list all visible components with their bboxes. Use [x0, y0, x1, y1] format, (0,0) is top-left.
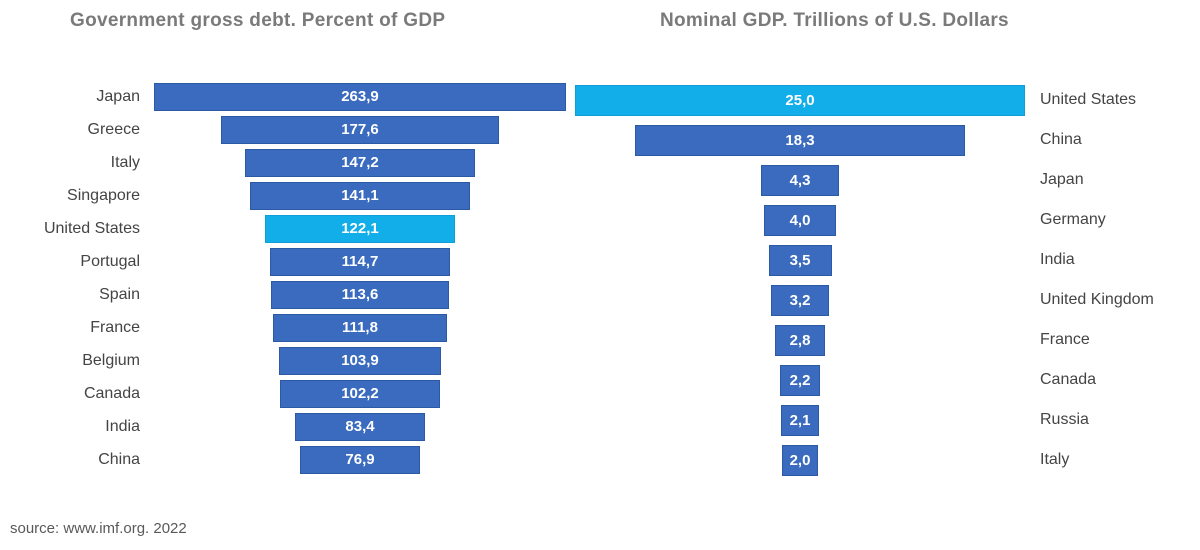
chart-row: United States 122,1	[0, 212, 570, 245]
bar: 147,2	[245, 148, 475, 177]
bar: 2,2	[780, 364, 820, 396]
bar-value-label: 2,2	[789, 371, 811, 389]
chart-row: India 83,4	[0, 410, 570, 443]
bar-value-label: 122,1	[341, 220, 379, 237]
bar: 114,7	[270, 247, 450, 276]
country-label: Canada	[83, 384, 140, 402]
chart-row: Spain 113,6	[0, 278, 570, 311]
bar-value-label: 4,0	[789, 211, 811, 229]
bar: 76,9	[299, 445, 421, 474]
country-label: India	[105, 417, 140, 435]
bar-value-label: 114,7	[341, 253, 379, 270]
bar-value-label: 141,1	[341, 187, 379, 204]
bar: 3,5	[768, 244, 832, 276]
country-label: United Kingdom	[1040, 291, 1154, 308]
bar-value-label: 113,6	[341, 286, 379, 303]
bar-value-label: 102,2	[341, 385, 379, 402]
bar: 141,1	[249, 181, 471, 210]
country-label: Spain	[99, 285, 140, 303]
bar-value-label: 2,8	[789, 331, 811, 349]
chart-row: Singapore 141,1	[0, 179, 570, 212]
chart-row: Japan 263,9	[0, 80, 570, 113]
chart-row: 4,3 Japan	[575, 160, 1200, 200]
chart-row: 18,3 China	[575, 120, 1200, 160]
bar: 102,2	[280, 379, 440, 408]
chart-row: China 76,9	[0, 443, 570, 476]
country-label: Japan	[96, 87, 140, 105]
bar-value-label: 2,0	[789, 451, 811, 469]
bar: 113,6	[271, 280, 449, 309]
bar: 83,4	[294, 412, 426, 441]
chart-row: 2,8 France	[575, 320, 1200, 360]
bar-value-label: 103,9	[341, 352, 379, 369]
chart-row: 3,2 United Kingdom	[575, 280, 1200, 320]
country-label: Germany	[1040, 211, 1106, 228]
country-label: Russia	[1040, 411, 1089, 428]
chart-row: 2,2 Canada	[575, 360, 1200, 400]
chart-row: 3,5 India	[575, 240, 1200, 280]
bar: 4,3	[761, 164, 839, 196]
chart-row: 25,0 United States	[575, 80, 1200, 120]
chart-title-gdp: Nominal GDP. Trillions of U.S. Dollars	[660, 10, 1009, 31]
country-label: Portugal	[80, 252, 140, 270]
country-label: Singapore	[67, 186, 140, 204]
country-label: France	[90, 318, 140, 336]
chart-title-debt: Government gross debt. Percent of GDP	[70, 10, 446, 31]
bar-value-label: 4,3	[789, 171, 811, 189]
bar: 2,1	[781, 404, 819, 436]
chart-gdp: 25,0 United States 18,3 China 4,3 Japan …	[575, 80, 1200, 480]
bar: 111,8	[272, 313, 448, 342]
bar-value-label: 83,4	[345, 418, 375, 435]
country-label: Greece	[87, 120, 140, 138]
bar: 103,9	[278, 346, 442, 375]
chart-row: Canada 102,2	[0, 377, 570, 410]
country-label: India	[1040, 251, 1075, 268]
chart-debt: Japan 263,9 Greece 177,6 Italy 147,2 Sin…	[0, 80, 570, 476]
chart-row: 4,0 Germany	[575, 200, 1200, 240]
bar: 18,3	[635, 124, 965, 156]
bar-value-label: 3,2	[789, 291, 811, 309]
bar: 2,0	[782, 444, 818, 476]
country-label: Belgium	[82, 351, 140, 369]
country-label: Italy	[1040, 451, 1070, 468]
source-note: source: www.imf.org. 2022	[10, 520, 187, 537]
bar-highlighted: 122,1	[264, 214, 456, 243]
country-label: France	[1040, 331, 1090, 348]
bar-value-label: 18,3	[785, 131, 815, 149]
country-label: United States	[43, 219, 140, 237]
bar-value-label: 76,9	[345, 451, 375, 468]
bar-value-label: 2,1	[789, 411, 811, 429]
chart-row: Portugal 114,7	[0, 245, 570, 278]
chart-row: 2,0 Italy	[575, 440, 1200, 480]
bar: 263,9	[154, 82, 566, 111]
country-label: China	[98, 450, 140, 468]
bar: 2,8	[774, 324, 826, 356]
country-label: United States	[1040, 91, 1137, 108]
country-label: Italy	[110, 153, 140, 171]
bar-value-label: 177,6	[341, 121, 379, 138]
country-label: China	[1040, 131, 1082, 148]
bar: 3,2	[771, 284, 829, 316]
bar-value-label: 3,5	[789, 251, 811, 269]
chart-row: Belgium 103,9	[0, 344, 570, 377]
bar-value-label: 111,8	[342, 319, 378, 336]
chart-row: 2,1 Russia	[575, 400, 1200, 440]
chart-row: France 111,8	[0, 311, 570, 344]
bar-value-label: 263,9	[341, 88, 379, 105]
country-label: Japan	[1040, 171, 1084, 188]
bar-highlighted: 25,0	[575, 84, 1025, 116]
bar-value-label: 25,0	[785, 91, 815, 109]
country-label: Canada	[1040, 371, 1097, 388]
bar: 4,0	[764, 204, 836, 236]
chart-row: Italy 147,2	[0, 146, 570, 179]
bar-value-label: 147,2	[341, 154, 379, 171]
chart-row: Greece 177,6	[0, 113, 570, 146]
bar: 177,6	[221, 115, 499, 144]
